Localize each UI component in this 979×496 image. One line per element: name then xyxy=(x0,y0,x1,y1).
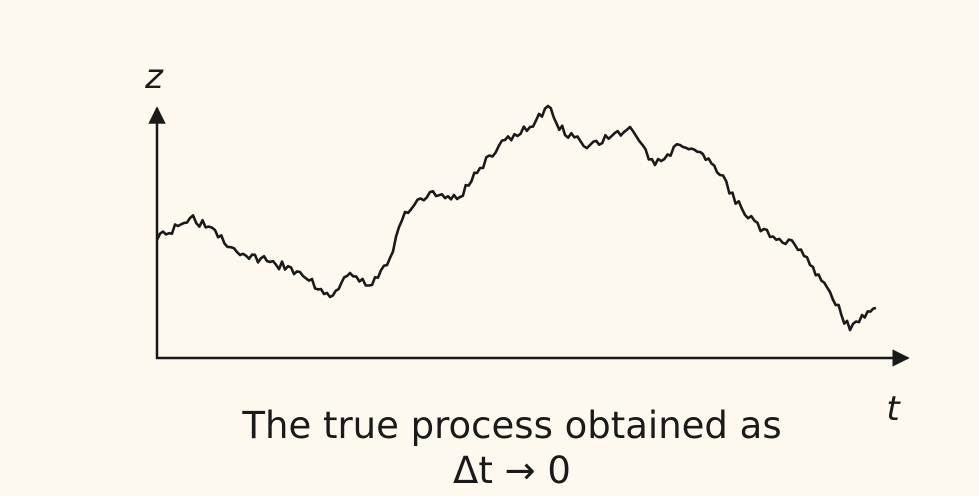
caption-line-1: The true process obtained as xyxy=(241,404,781,447)
x-axis-label: t xyxy=(886,389,901,429)
y-axis-label: z xyxy=(144,57,164,97)
caption-line-2: Δt → 0 xyxy=(453,449,571,492)
process-curve xyxy=(155,104,877,332)
